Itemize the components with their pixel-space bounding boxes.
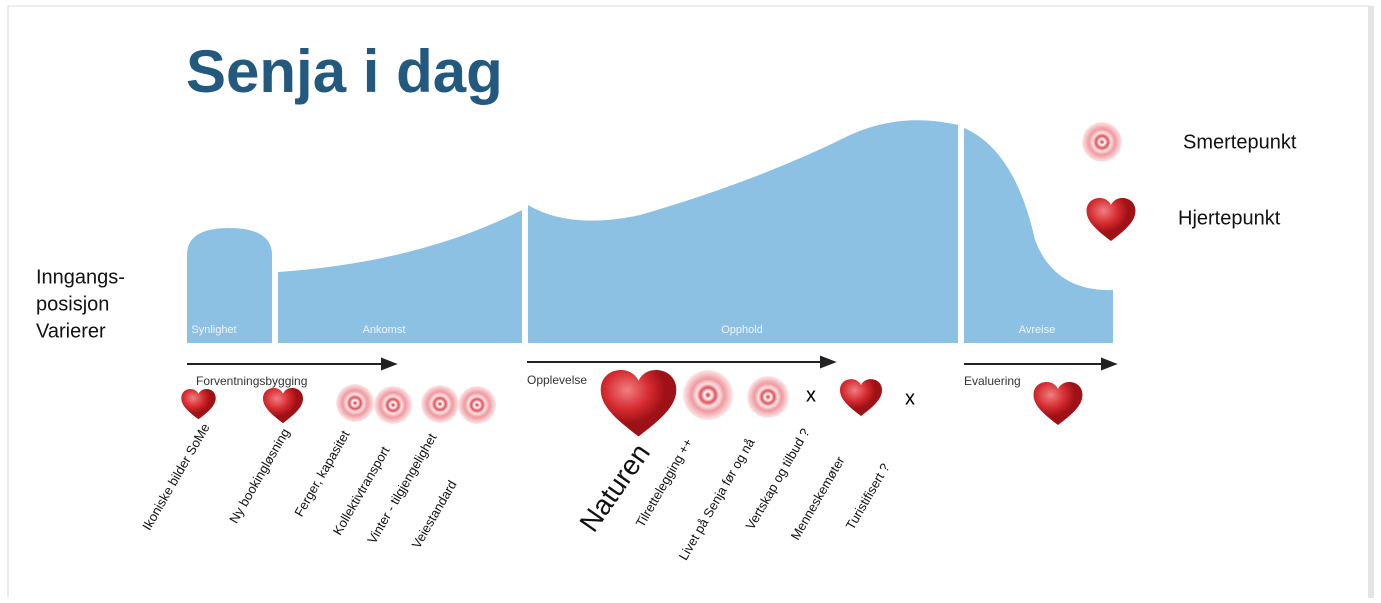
legend-pain-icon <box>1082 122 1122 162</box>
entry-note: posisjon <box>36 293 109 315</box>
legend-label: Hjertepunkt <box>1178 207 1281 229</box>
phase-label: Opplevelse <box>527 373 587 387</box>
legend-label: Smertepunkt <box>1183 131 1297 153</box>
entry-note: Varierer <box>36 320 106 342</box>
phase-label: Evaluering <box>964 374 1021 388</box>
phase-label: Forventningsbygging <box>196 374 307 388</box>
journey-shape <box>187 120 1113 343</box>
slide-shadow <box>1368 6 1374 598</box>
marker: x <box>905 387 915 409</box>
stage-label: Avreise <box>1019 324 1055 336</box>
marker: x <box>806 384 816 406</box>
phase-arrows <box>187 355 1118 371</box>
stage-label: Opphold <box>721 324 763 336</box>
title: Senja i dag <box>186 38 503 105</box>
pain-points <box>336 370 789 424</box>
stage-label: Synlighet <box>191 324 236 336</box>
entry-note: Inngangs- <box>36 266 125 288</box>
stage-label: Ankomst <box>363 324 406 336</box>
